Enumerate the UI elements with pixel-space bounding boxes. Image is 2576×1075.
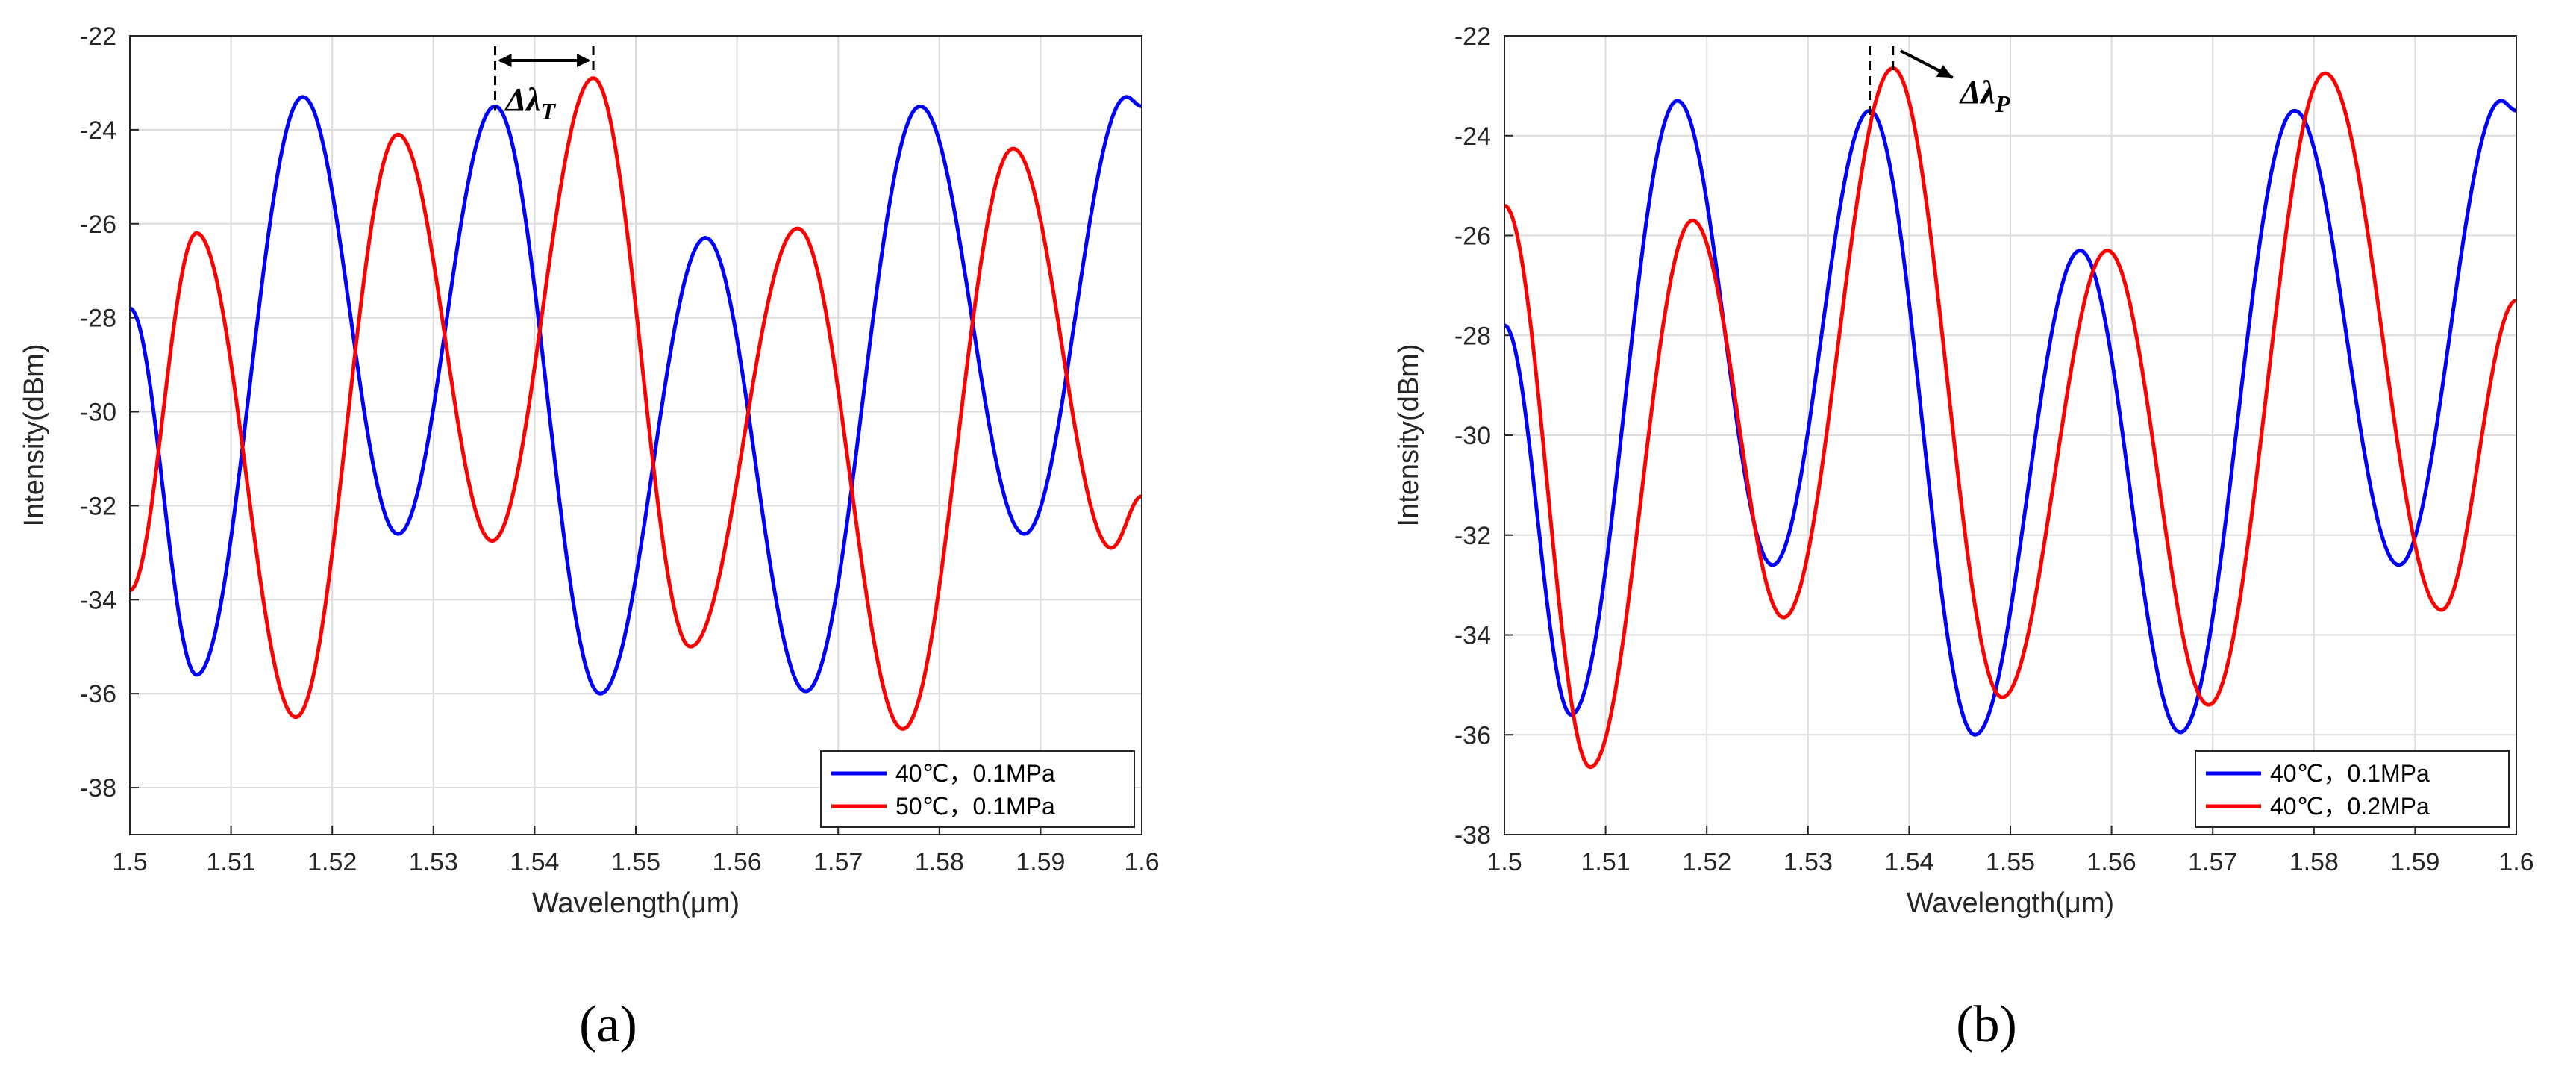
y-tick-label: -28 xyxy=(1454,322,1491,350)
x-tick-label: 1.59 xyxy=(2390,848,2439,876)
x-tick-label: 1.53 xyxy=(409,848,458,876)
series-line-2 xyxy=(1504,66,2516,770)
annotation-arrowhead xyxy=(498,54,512,67)
x-tick-label: 1.55 xyxy=(611,848,660,876)
annotation-subscript: P xyxy=(1995,90,2010,117)
annotation-arrowhead xyxy=(577,54,591,67)
x-tick-label: 1.55 xyxy=(1986,848,2035,876)
x-tick-label: 1.51 xyxy=(1581,848,1631,876)
y-tick-label: -36 xyxy=(1454,721,1491,750)
y-axis-label: Intensity(dBm) xyxy=(19,344,50,527)
annotation-arrowhead xyxy=(1936,65,1953,78)
series-line-1 xyxy=(1504,99,2516,737)
annotation-main: Δλ xyxy=(1959,74,1995,110)
y-tick-label: -26 xyxy=(80,211,116,239)
x-tick-label: 1.53 xyxy=(1783,848,1833,876)
delta-lambda-annotation: ΔλT xyxy=(494,46,595,125)
panel-caption: (a) xyxy=(579,996,637,1053)
annotation-main: Δλ xyxy=(504,81,541,118)
x-tick-label: 1.56 xyxy=(2087,848,2136,876)
x-tick-label: 1.51 xyxy=(207,848,256,876)
axes-frame xyxy=(1504,35,2517,835)
legend: 40℃，0.1MPa 50℃，0.1MPa xyxy=(820,750,1135,828)
x-tick-label: 1.54 xyxy=(510,848,559,876)
x-tick-label: 1.57 xyxy=(2188,848,2237,876)
x-tick-label: 1.52 xyxy=(307,848,357,876)
x-tick-label: 1.59 xyxy=(1016,848,1065,876)
x-axis-label: Wavelength(μm) xyxy=(532,888,740,919)
y-tick-label: -34 xyxy=(80,586,116,614)
y-tick-label: -38 xyxy=(80,774,116,803)
chart-panel-b: 1.5 1.51 1.52 1.53 1.54 1.55 1.56 1.57 1.58 1.59 1… xyxy=(1393,22,2534,1053)
legend-box xyxy=(820,750,1135,828)
legend-box xyxy=(2195,750,2510,828)
annotation-label: ΔλT xyxy=(504,81,557,125)
y-tick-label: -24 xyxy=(80,116,116,145)
delta-lambda-annotation: ΔλP xyxy=(1869,46,2010,117)
legend: 40℃，0.1MPa 40℃，0.2MPa xyxy=(2195,750,2510,828)
x-tick-label: 1.57 xyxy=(813,848,863,876)
y-tick-label: -30 xyxy=(80,399,116,427)
x-tick-label: 1.6 xyxy=(1124,848,1159,876)
x-tick-label: 1.5 xyxy=(1486,848,1522,876)
x-tick-label: 1.58 xyxy=(2289,848,2339,876)
y-tick-label: -22 xyxy=(1454,22,1491,51)
x-tick-label: 1.5 xyxy=(112,848,147,876)
y-tick-label: -26 xyxy=(1454,222,1491,251)
axes-frame xyxy=(129,35,1142,835)
x-tick-label: 1.56 xyxy=(713,848,762,876)
y-tick-label: -36 xyxy=(80,680,116,708)
y-tick-label: -30 xyxy=(1454,422,1491,450)
y-tick-label: -24 xyxy=(1454,122,1491,151)
y-axis-label: Intensity(dBm) xyxy=(1393,344,1425,527)
y-tick-label: -34 xyxy=(1454,622,1491,650)
x-axis-label: Wavelength(μm) xyxy=(1907,888,2114,919)
legend-label: 40℃，0.2MPa xyxy=(2270,793,2430,820)
legend-label: 40℃，0.1MPa xyxy=(895,760,1055,787)
y-tick-label: -32 xyxy=(1454,522,1491,550)
y-tick-label: -28 xyxy=(80,305,116,333)
legend-label: 50℃，0.1MPa xyxy=(895,793,1055,820)
y-tick-label: -22 xyxy=(80,22,116,51)
series-line-2 xyxy=(130,76,1142,731)
panel-caption: (b) xyxy=(1956,996,2017,1053)
x-tick-label: 1.52 xyxy=(1682,848,1731,876)
annotation-subscript: T xyxy=(541,98,557,125)
x-tick-label: 1.58 xyxy=(915,848,964,876)
chart-panel-a: 1.5 1.51 1.52 1.53 1.54 1.55 1.56 1.57 1.58 1.59 1… xyxy=(19,22,1160,1053)
x-tick-label: 1.6 xyxy=(2498,848,2533,876)
y-tick-label: -32 xyxy=(80,492,116,520)
x-tick-label: 1.54 xyxy=(1884,848,1933,876)
annotation-label: ΔλP xyxy=(1959,74,2010,117)
legend-label: 40℃，0.1MPa xyxy=(2270,760,2430,787)
y-tick-label: -38 xyxy=(1454,821,1491,850)
